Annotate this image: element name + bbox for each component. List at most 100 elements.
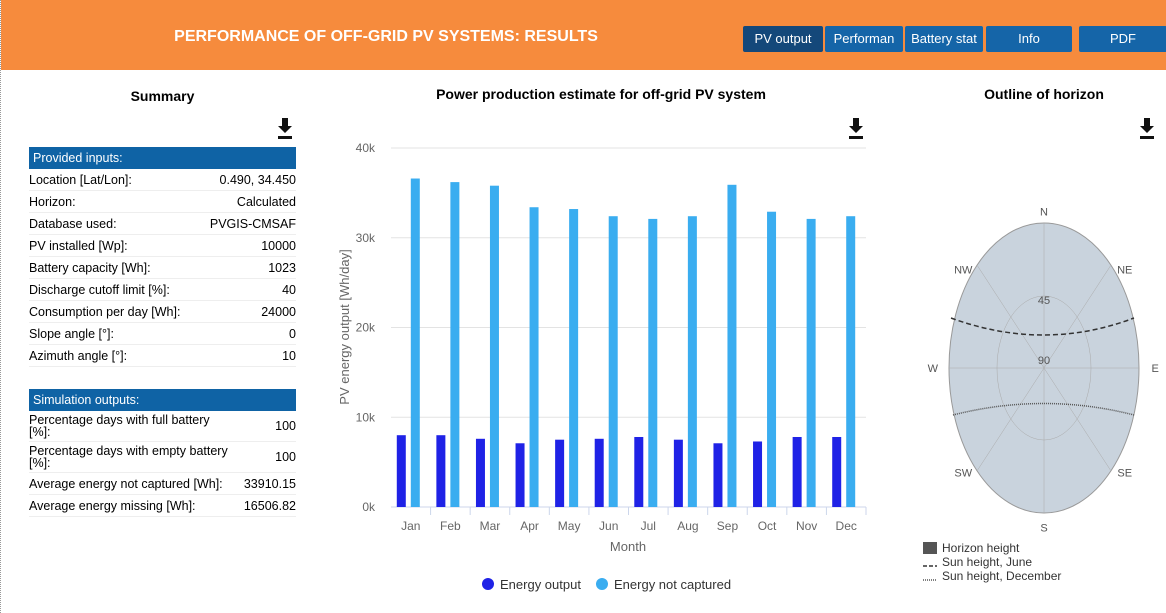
summary-row: PV installed [Wp]: 10000 xyxy=(29,235,296,257)
bar xyxy=(792,436,802,507)
y-tick-label: 40k xyxy=(356,141,376,155)
x-tick-label: Jun xyxy=(599,519,618,533)
header-title: PERFORMANCE OF OFF-GRID PV SYSTEMS: RESU… xyxy=(174,28,598,45)
legend-label: Sun height, December xyxy=(942,569,1061,583)
direction-label: NW xyxy=(954,264,973,276)
row-label: Average energy missing [Wh]: xyxy=(29,498,196,513)
summary-row: Slope angle [°]: 0 xyxy=(29,323,296,345)
direction-label: W xyxy=(928,363,939,375)
bar xyxy=(806,218,816,507)
summary-row: Average energy not captured [Wh]: 33910.1… xyxy=(29,473,296,495)
x-tick-label: Feb xyxy=(440,519,461,533)
direction-label: N xyxy=(1040,206,1048,218)
summary-row: Database used: PVGIS-CMSAF xyxy=(29,213,296,235)
legend-label: Energy output xyxy=(500,577,581,592)
bar xyxy=(515,443,525,507)
button[interactable]: PDF xyxy=(1079,26,1166,52)
row-label: Percentage days with full battery [%]: xyxy=(29,413,210,439)
direction-label: NE xyxy=(1117,264,1132,276)
direction-label: E xyxy=(1151,363,1158,375)
bar xyxy=(648,218,658,507)
row-label: Azimuth angle [°]: xyxy=(29,348,128,363)
row-label: Horizon: xyxy=(29,194,76,209)
row-value: 1023 xyxy=(268,260,296,275)
summary-table: Provided inputs: Location [Lat/Lon]: 0.490… xyxy=(29,147,296,517)
row-label: PV installed [Wp]: xyxy=(29,238,128,253)
horizon-plot xyxy=(948,222,1140,514)
x-tick-label: Jan xyxy=(401,519,420,533)
bar xyxy=(594,438,604,507)
x-tick-label: Apr xyxy=(520,519,539,533)
row-value: 0.490, 34.450 xyxy=(219,172,296,187)
row-value: 10000 xyxy=(261,238,296,253)
section-header: Provided inputs: xyxy=(29,147,296,169)
horizon-title: Outline of horizon xyxy=(984,86,1104,102)
summary-row: Discharge cutoff limit [%]: 40 xyxy=(29,279,296,301)
button[interactable]: PV output xyxy=(743,26,823,52)
legend-label: Energy not captured xyxy=(614,577,731,592)
chart-title: Power production estimate for off-grid P… xyxy=(436,86,766,102)
summary-row: Average energy missing [Wh]: 16506.82 xyxy=(29,495,296,517)
bar xyxy=(475,438,485,507)
x-tick-label: Oct xyxy=(758,519,777,533)
bar xyxy=(569,209,579,507)
bar xyxy=(832,436,842,507)
bar xyxy=(489,185,499,507)
bar xyxy=(634,436,644,507)
summary-row: Percentage days with full battery [%]: 10… xyxy=(29,411,296,442)
direction-label: S xyxy=(1040,523,1047,535)
summary-row: Percentage days with empty battery [%]: 1… xyxy=(29,442,296,473)
y-tick-label: 10k xyxy=(356,410,376,424)
bar xyxy=(846,216,856,507)
button[interactable]: Info xyxy=(986,26,1072,52)
row-value: PVGIS-CMSAF xyxy=(209,216,296,231)
summary-row: Location [Lat/Lon]: 0.490, 34.450 xyxy=(29,169,296,191)
row-label: Discharge cutoff limit [%]: xyxy=(29,282,170,297)
row-value: 0 xyxy=(289,326,296,341)
bar xyxy=(450,182,460,508)
section-header: Simulation outputs: xyxy=(29,389,296,411)
row-label: Battery capacity [Wh]: xyxy=(29,260,151,275)
ring-label: 45 xyxy=(1038,295,1050,307)
x-tick-label: Mar xyxy=(480,519,501,533)
row-label: Location [Lat/Lon]: xyxy=(29,172,132,187)
x-tick-label: Jul xyxy=(641,519,656,533)
x-tick-label: Dec xyxy=(836,519,857,533)
bar xyxy=(673,439,683,507)
bar xyxy=(436,435,446,507)
legend-swatch xyxy=(923,542,937,554)
x-tick-label: Sep xyxy=(717,519,739,533)
bar xyxy=(713,443,723,507)
summary-row: Battery capacity [Wh]: 1023 xyxy=(29,257,296,279)
bar xyxy=(529,207,539,508)
y-tick-label: 30k xyxy=(356,231,376,245)
summary-row: Horizon: Calculated xyxy=(29,191,296,213)
row-label: Slope angle [°]: xyxy=(29,326,114,341)
legend-label: Sun height, June xyxy=(942,555,1032,569)
button[interactable]: Battery stat xyxy=(905,26,983,52)
direction-label: SW xyxy=(954,467,972,479)
x-axis-label: Month xyxy=(610,539,646,554)
legend-marker xyxy=(596,578,608,590)
row-value: 10 xyxy=(282,348,296,363)
bar xyxy=(410,178,420,507)
bar xyxy=(555,439,565,507)
row-label: Percentage days with empty battery [%]: xyxy=(29,444,228,470)
row-label: Database used: xyxy=(29,216,117,231)
bar xyxy=(687,216,697,507)
bar xyxy=(727,184,737,508)
y-tick-label: 20k xyxy=(356,321,376,335)
bar xyxy=(767,211,777,507)
direction-label: SE xyxy=(1117,467,1132,479)
button[interactable]: Performan xyxy=(825,26,903,52)
row-value: 24000 xyxy=(261,304,296,319)
x-tick-label: Aug xyxy=(677,519,698,533)
y-tick-label: 0k xyxy=(362,500,376,514)
row-value: Calculated xyxy=(236,194,296,209)
ring-label: 90 xyxy=(1038,355,1050,367)
legend-marker xyxy=(482,578,494,590)
bar xyxy=(608,216,618,507)
summary-row: Consumption per day [Wh]: 24000 xyxy=(29,301,296,323)
